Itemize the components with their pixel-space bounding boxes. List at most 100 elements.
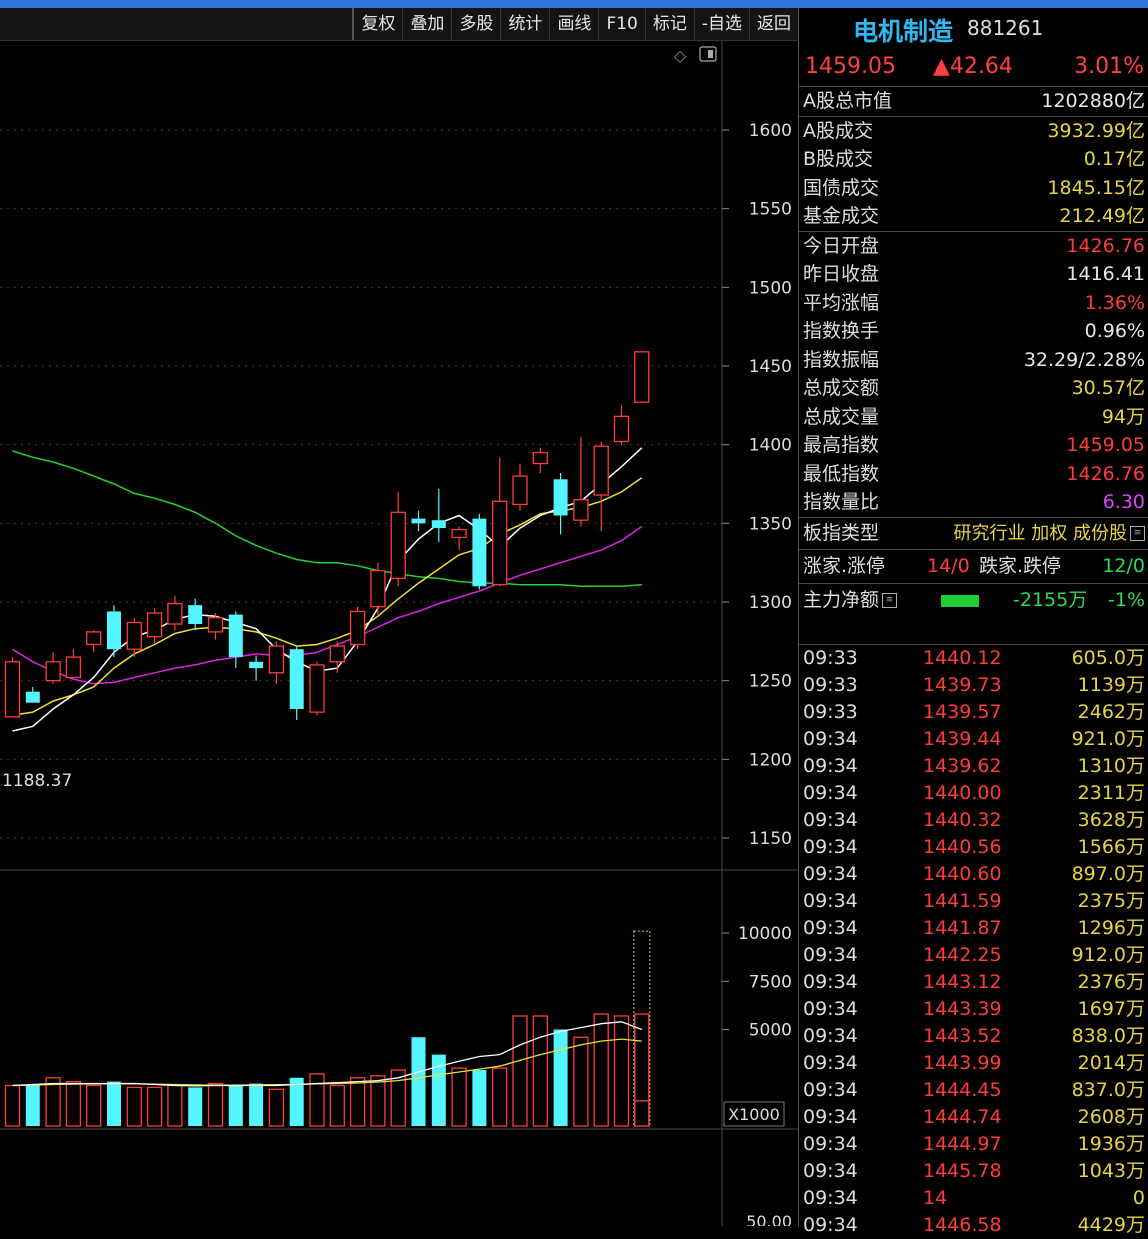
stat-row: 平均涨幅 1.36% <box>799 289 1148 318</box>
candle <box>492 457 508 587</box>
tick-volume: 1697万 <box>1077 998 1145 1020</box>
tick-price: 1444.45 <box>923 1079 1002 1101</box>
volume-bar <box>431 1054 446 1126</box>
candle-body <box>472 518 487 587</box>
tick-volume: 897.0万 <box>1071 863 1145 885</box>
panel-toggle-icon <box>699 46 717 62</box>
stat-value: 0.17亿 <box>1083 148 1145 170</box>
board-type-label: 板指类型 <box>803 521 880 544</box>
toolbar-button[interactable]: F10 <box>598 8 644 40</box>
volume-bar <box>25 1085 40 1126</box>
current-volume-bar <box>634 1100 650 1127</box>
toolbar-button[interactable]: 复权 <box>352 8 402 40</box>
tick-volume: 838.0万 <box>1071 1025 1145 1047</box>
candle-body <box>228 614 243 658</box>
tick-volume: 2311万 <box>1077 782 1145 804</box>
tick-row: 09:34 1441.59 2375万 <box>799 888 1148 915</box>
price-change: ▲42.64 <box>933 54 1013 79</box>
volume-bar <box>411 1037 426 1126</box>
list-icon[interactable]: ≡ <box>882 592 898 608</box>
tick-row: 09:34 1444.97 1936万 <box>799 1131 1148 1158</box>
kline-chart-svg[interactable]: 1600 1550 1500 1450 1400 1350 1300 1250 1200 1150… <box>0 41 798 1231</box>
stat-label: 昨日收盘 <box>803 263 880 285</box>
toolbar-button[interactable]: 多股 <box>451 8 500 40</box>
tick-time: 09:34 <box>803 728 858 750</box>
toolbar-button[interactable]: 返回 <box>749 8 798 40</box>
board-type-value[interactable]: 研究行业 加权 成份股 <box>953 522 1127 544</box>
kline-chart-area[interactable]: 1600 1550 1500 1450 1400 1350 1300 1250 1200 1150… <box>0 41 798 1231</box>
volume-bar <box>167 1084 183 1127</box>
stat-label: A股总市值 <box>803 90 892 112</box>
grid-icon[interactable]: ≡ <box>1130 526 1145 541</box>
toolbar-button[interactable]: 叠加 <box>402 8 451 40</box>
candle <box>370 562 386 615</box>
tick-row: 09:34 1440.60 897.0万 <box>799 861 1148 888</box>
candle <box>349 606 366 650</box>
candle-body <box>268 645 285 674</box>
volume-axis-label: 7500 <box>749 972 792 992</box>
volume-bar <box>207 1082 224 1127</box>
tick-volume: 1139万 <box>1077 674 1145 696</box>
tick-row: 09:34 1444.74 2608万 <box>799 1104 1148 1131</box>
candle <box>207 613 224 640</box>
tick-price: 1441.59 <box>923 890 1002 912</box>
volume-bar <box>126 1086 142 1127</box>
tick-row: 09:34 1444.45 837.0万 <box>799 1077 1148 1104</box>
tick-row: 09:34 1443.99 2014万 <box>799 1050 1148 1077</box>
stat-value: 94万 <box>1101 405 1145 428</box>
candle-body <box>390 511 406 580</box>
tick-row: 09:33 1440.12 605.0万 <box>799 645 1148 672</box>
toolbar-button[interactable]: 画线 <box>549 8 598 40</box>
tick-volume: 2462万 <box>1077 701 1145 723</box>
candle-body <box>86 631 102 646</box>
stat-row: 总成交额 30.57亿 <box>799 374 1148 403</box>
tick-time: 09:34 <box>803 1160 858 1182</box>
main-flow-label: 主力净额 <box>803 588 880 611</box>
up-limit-label: 涨家.涨停 <box>803 554 886 577</box>
main-flow-pct: -1% <box>1108 588 1145 611</box>
current-price: 1459.05 <box>805 54 896 79</box>
volume-bar <box>45 1077 61 1127</box>
toolbar-buttons: 复权 叠加 多股 统计 画线 F10 标记 -自选 返回 <box>352 8 798 40</box>
candle-body <box>167 602 183 625</box>
toolbar-button[interactable]: 统计 <box>500 8 549 40</box>
volume-bar <box>146 1086 163 1127</box>
candle <box>309 661 325 716</box>
tick-row: 09:34 1439.62 1310万 <box>799 753 1148 780</box>
price-axis-label: 1200 <box>749 750 792 770</box>
up-limit-value: 14/0 <box>927 554 970 577</box>
stat-label: B股成交 <box>803 148 874 170</box>
tick-price: 1443.99 <box>923 1052 1002 1074</box>
volume-bar <box>390 1069 406 1127</box>
stat-label: A股成交 <box>803 119 873 142</box>
price-axis-label: 1300 <box>749 593 792 613</box>
stat-label: 平均涨幅 <box>803 291 880 314</box>
price-axis-label: 1350 <box>749 514 792 534</box>
tick-list[interactable]: 09:33 1440.12 605.0万 09:33 1439.73 1139万 09:33… <box>799 644 1148 1239</box>
toolbar-button[interactable]: -自选 <box>693 8 749 40</box>
candle-body <box>431 520 446 529</box>
volume-bar <box>329 1084 345 1127</box>
candle <box>45 652 61 684</box>
stat-value: 1416.41 <box>1066 263 1145 285</box>
tick-volume: 605.0万 <box>1071 647 1145 669</box>
candle <box>25 686 40 703</box>
index-code: 881261 <box>967 16 1044 40</box>
tick-time: 09:34 <box>803 944 858 966</box>
tick-time: 09:34 <box>803 998 858 1020</box>
volume-bar <box>370 1075 386 1127</box>
index-name[interactable]: 电机制造 <box>853 17 954 46</box>
volume-bar <box>86 1084 102 1127</box>
stat-row: 指数换手 0.96% <box>799 317 1148 346</box>
tick-time: 09:34 <box>803 1133 858 1155</box>
volume-bar <box>228 1085 243 1126</box>
tick-price: 1443.52 <box>923 1025 1002 1047</box>
stat-label: 总成交量 <box>803 405 880 428</box>
tick-volume: 2375万 <box>1077 890 1145 912</box>
stat-row: B股成交 0.17亿 <box>799 145 1148 174</box>
candle-body <box>553 479 568 516</box>
toolbar-button[interactable]: 标记 <box>644 8 694 40</box>
volume-bar <box>492 1067 508 1127</box>
ma5-line <box>12 447 643 732</box>
main-flow-row: 主力净额 ≡ -2155万 -1% <box>799 582 1148 617</box>
